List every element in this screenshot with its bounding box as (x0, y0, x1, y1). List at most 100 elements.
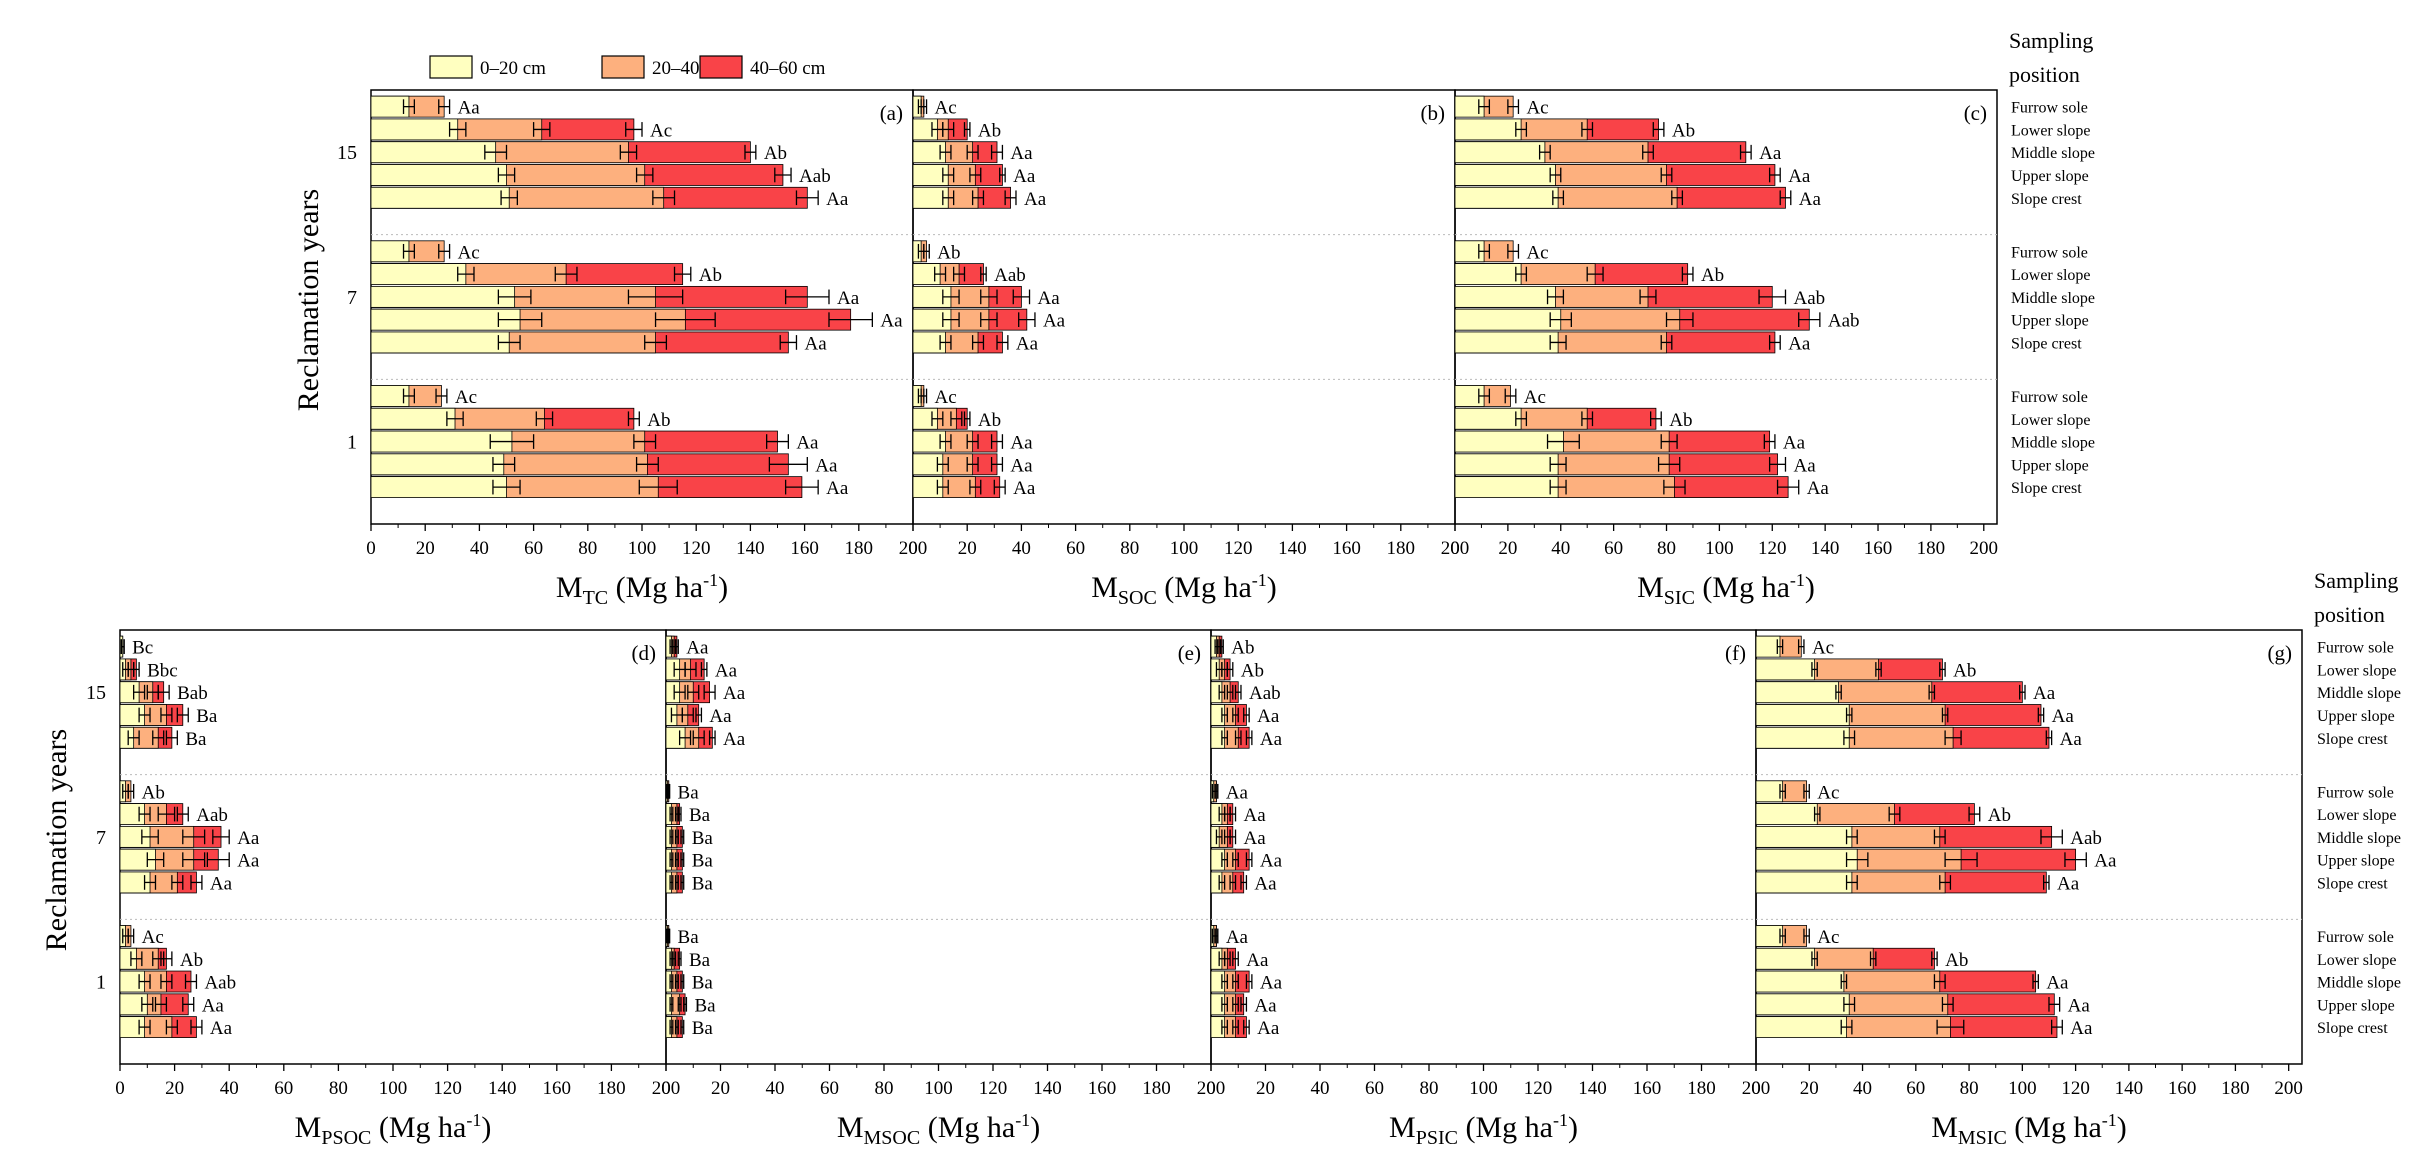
significance-label: Ba (692, 1018, 714, 1039)
y-group-label: 1 (347, 432, 357, 454)
y-group-label: 15 (86, 682, 106, 704)
bar-g-y1-furrow-sole-seg1 (1755, 925, 1784, 947)
sampling-position-label: Middle slope (2317, 975, 2401, 992)
significance-label: Ab (1701, 265, 1724, 286)
significance-label: Ba (692, 973, 714, 994)
sampling-position-label: Upper slope (2011, 313, 2089, 330)
x-axis-unit-close: ) (2117, 1111, 2127, 1144)
sampling-position-label: Furrow sole (2011, 100, 2088, 117)
x-tick-label: 100 (2008, 1078, 2037, 1099)
sampling-position-label: Upper slope (2317, 997, 2395, 1014)
x-axis-label-c: MSIC (Mg ha-1) (1637, 570, 1815, 609)
x-tick-label: 60 (274, 1078, 293, 1099)
x-axis-unit: (Mg ha (1458, 1111, 1553, 1144)
significance-label: Aa (796, 433, 819, 454)
sampling-position-title-line2: position (2009, 62, 2080, 87)
bar-a-y7-upper-slope-seg1 (370, 308, 521, 331)
x-tick-label: 60 (524, 538, 543, 559)
x-tick-label: 200 (1197, 1078, 1226, 1099)
x-axis-unit-close: ) (718, 571, 728, 604)
x-axis-label-main: M (1389, 1111, 1416, 1144)
legend-label-1: 0–20 cm (480, 58, 546, 79)
significance-label: Aa (1807, 478, 1830, 499)
x-tick-label: 180 (2221, 1078, 2250, 1099)
x-axis-label-d: MPSOC (Mg ha-1) (295, 1110, 492, 1149)
x-tick-label: 80 (329, 1078, 348, 1099)
significance-label: Aa (2052, 706, 2075, 727)
significance-label: Ab (699, 265, 722, 286)
significance-label: Ab (1669, 410, 1692, 431)
significance-label: Aa (458, 98, 481, 119)
x-axis-unit-exp: -1 (1252, 570, 1267, 590)
significance-label: Ba (678, 927, 700, 948)
significance-label: Ab (1953, 660, 1976, 681)
significance-label: Aa (1038, 288, 1061, 309)
panel-tag-e: (e) (1178, 641, 1201, 665)
x-tick-label: 80 (1120, 538, 1139, 559)
panel-tag-b: (b) (1421, 101, 1446, 125)
bar-g-y1-lower-slope-seg1 (1755, 947, 1815, 970)
bar-g-y1-slope-crest-seg1 (1755, 1016, 1847, 1038)
significance-label: Aa (1260, 729, 1283, 750)
bar-a-y7-middle-slope-seg1 (370, 285, 516, 308)
bar-g-y7-upper-slope-seg1 (1755, 848, 1858, 871)
x-tick-label: 0 (115, 1078, 125, 1099)
x-tick-label: 160 (1332, 538, 1361, 559)
x-axis-unit: (Mg ha (371, 1111, 466, 1144)
x-axis-label-sub: TC (583, 587, 609, 609)
y-group-label: 7 (96, 827, 106, 849)
x-tick-label: 120 (979, 1078, 1008, 1099)
panel-tag-c: (c) (1964, 101, 1987, 125)
x-tick-label: 200 (652, 1078, 681, 1099)
x-tick-label: 80 (1657, 538, 1676, 559)
x-tick-label: 20 (958, 538, 977, 559)
significance-label: Aab (1793, 288, 1825, 309)
significance-label: Aa (2057, 873, 2080, 894)
sampling-position-label: Furrow sole (2011, 389, 2088, 406)
x-axis-unit: (Mg ha (1157, 571, 1252, 604)
significance-label: Aa (2068, 995, 2091, 1016)
x-tick-label: 60 (1066, 538, 1085, 559)
bar-c-y15-middle-slope-seg1 (1454, 141, 1546, 164)
x-axis-label-e: MMSOC (Mg ha-1) (837, 1110, 1040, 1149)
x-tick-label: 20 (165, 1078, 184, 1099)
sampling-position-label: Middle slope (2011, 290, 2095, 307)
y-axis-title: Reclamation years (292, 189, 325, 411)
sampling-position-label: Furrow sole (2317, 784, 2394, 801)
x-tick-label: 120 (2061, 1078, 2090, 1099)
x-tick-label: 160 (1088, 1078, 1117, 1099)
x-tick-label: 160 (1864, 538, 1893, 559)
x-tick-label: 40 (1551, 538, 1570, 559)
significance-label: Aa (826, 189, 849, 210)
bar-c-y1-slope-crest-seg1 (1454, 476, 1559, 498)
x-tick-label: 180 (1917, 538, 1946, 559)
significance-label: Aa (1244, 828, 1267, 849)
bar-a-y1-lower-slope-seg1 (370, 407, 456, 430)
x-tick-label: 40 (766, 1078, 785, 1099)
bar-c-y7-slope-crest-seg1 (1454, 331, 1559, 354)
sampling-position-label: Slope crest (2317, 875, 2388, 892)
x-axis-label-g: MMSIC (Mg ha-1) (1931, 1110, 2127, 1149)
bar-a-y1-upper-slope-seg1 (370, 453, 505, 476)
x-tick-label: 0 (1206, 1078, 1216, 1099)
sampling-position-label: Lower slope (2317, 952, 2397, 969)
significance-label: Ac (458, 242, 480, 263)
significance-label: Aa (210, 873, 233, 894)
x-tick-label: 100 (379, 1078, 408, 1099)
significance-label: Aa (1010, 455, 1033, 476)
legend-label-3: 40–60 cm (750, 58, 826, 79)
x-tick-label: 180 (845, 538, 874, 559)
significance-label: Aa (1788, 333, 1811, 354)
significance-label: Ac (1817, 927, 1839, 948)
x-axis-label-main: M (556, 571, 583, 604)
x-axis-label-main: M (1637, 571, 1664, 604)
x-tick-label: 80 (1960, 1078, 1979, 1099)
x-tick-label: 160 (543, 1078, 572, 1099)
x-axis-unit: (Mg ha (608, 571, 703, 604)
sampling-position-title-line2: position (2314, 602, 2385, 627)
sampling-position-label: Furrow sole (2317, 929, 2394, 946)
significance-label: Aa (1759, 143, 1782, 164)
significance-label: Aa (1788, 166, 1811, 187)
significance-label: Ba (692, 873, 714, 894)
significance-label: Aa (202, 995, 225, 1016)
